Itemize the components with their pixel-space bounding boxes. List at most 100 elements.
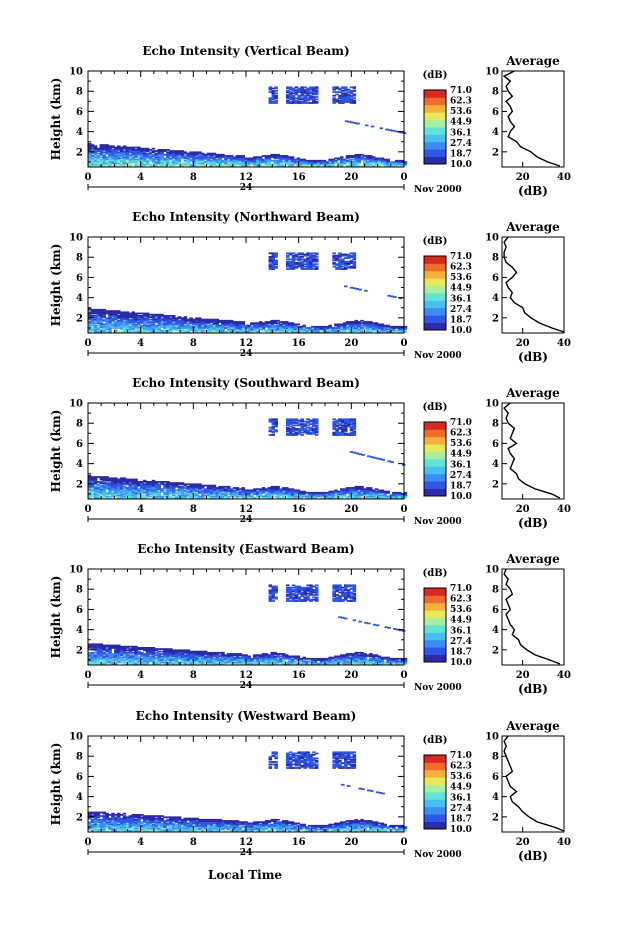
echo-cell	[290, 324, 295, 327]
echo-cell	[148, 328, 153, 331]
echo-cell	[131, 316, 135, 318]
echo-cell	[218, 157, 222, 160]
echo-cell	[247, 490, 251, 493]
echo-cell	[186, 490, 190, 493]
echo-cell	[183, 329, 188, 332]
echo-cell	[299, 490, 303, 493]
echo-cell	[256, 662, 260, 665]
echo-cell	[151, 151, 156, 154]
echo-cell	[99, 488, 104, 491]
echo-cell	[397, 329, 402, 332]
echo-cell	[143, 162, 147, 165]
echo-cell	[117, 310, 121, 312]
echo-cell	[247, 495, 251, 498]
echo-cell	[102, 656, 106, 659]
echo-cell	[203, 490, 208, 493]
echo-cell	[276, 654, 280, 657]
echo-cell	[302, 490, 306, 493]
echo-cell	[93, 316, 98, 318]
echo-cell	[128, 489, 133, 492]
echo-cell	[169, 151, 173, 154]
echo-cell	[351, 156, 356, 159]
echo-cell	[267, 158, 272, 161]
echo-cell	[195, 493, 199, 495]
echo-cell	[105, 661, 109, 664]
echo-cell	[88, 651, 92, 654]
echo-cell	[114, 327, 118, 329]
echo-cell	[241, 657, 245, 660]
echo-cell	[99, 493, 104, 495]
echo-cell	[273, 661, 277, 664]
echo-cell	[309, 98, 313, 101]
echo-cell	[148, 156, 153, 159]
echo-cell	[145, 650, 150, 653]
echo-cell	[294, 92, 299, 95]
echo-cell	[287, 325, 292, 328]
echo-cell	[395, 159, 399, 162]
echo-cell	[268, 434, 273, 436]
echo-cell	[117, 324, 121, 327]
echo-cell	[122, 655, 127, 658]
echo-cell	[311, 159, 315, 162]
echo-cell	[235, 493, 240, 495]
echo-cell	[105, 660, 109, 663]
echo-cell	[172, 327, 176, 329]
echo-cell	[313, 659, 318, 661]
echo-cell	[160, 490, 164, 493]
echo-cell	[288, 422, 293, 424]
echo-cell	[125, 494, 130, 497]
echo-cell	[117, 481, 121, 483]
echo-cell	[151, 493, 156, 495]
echo-cell	[241, 496, 245, 499]
echo-cell	[215, 159, 219, 162]
echo-cell	[256, 657, 260, 660]
echo-cell	[335, 268, 339, 270]
echo-cell	[131, 496, 135, 499]
echo-cell	[250, 329, 254, 332]
echo-cell	[276, 324, 280, 327]
echo-cell	[128, 164, 133, 167]
echo-cell	[274, 420, 278, 423]
echo-cell	[247, 662, 251, 665]
echo-cell	[227, 488, 231, 491]
echo-cell	[183, 661, 188, 664]
echo-cell	[174, 654, 179, 657]
echo-cell	[258, 493, 263, 495]
echo-cell	[285, 662, 289, 665]
echo-cell	[387, 460, 391, 463]
echo-cell	[201, 661, 205, 664]
echo-cell	[122, 150, 127, 152]
echo-cell	[300, 91, 304, 93]
echo-cell	[125, 158, 130, 161]
echo-cell	[370, 456, 374, 458]
echo-cell	[108, 146, 112, 149]
echo-cell	[174, 151, 179, 154]
echo-cell	[354, 496, 358, 499]
echo-cell	[131, 158, 135, 161]
echo-cell	[389, 327, 393, 329]
echo-cell	[377, 329, 382, 332]
echo-cell	[238, 164, 243, 167]
echo-cell	[264, 656, 269, 659]
echo-cell	[163, 153, 167, 156]
echo-cell	[189, 329, 193, 332]
echo-cell	[105, 495, 109, 498]
echo-cell	[215, 158, 219, 161]
echo-cell	[145, 487, 150, 489]
echo-cell	[122, 479, 127, 482]
echo-cell	[111, 162, 115, 165]
echo-cell	[271, 87, 275, 90]
echo-cell	[290, 491, 295, 494]
echo-cell	[209, 161, 214, 163]
echo-cell	[264, 161, 269, 163]
echo-cell	[380, 329, 385, 332]
echo-cell	[137, 316, 141, 318]
echo-cell	[99, 156, 104, 159]
echo-cell	[244, 158, 248, 161]
echo-cell	[134, 321, 138, 323]
echo-cell	[140, 648, 144, 650]
echo-cell	[122, 330, 127, 333]
echo-cell	[169, 150, 173, 152]
echo-cell	[148, 322, 153, 325]
echo-cell	[88, 162, 92, 165]
